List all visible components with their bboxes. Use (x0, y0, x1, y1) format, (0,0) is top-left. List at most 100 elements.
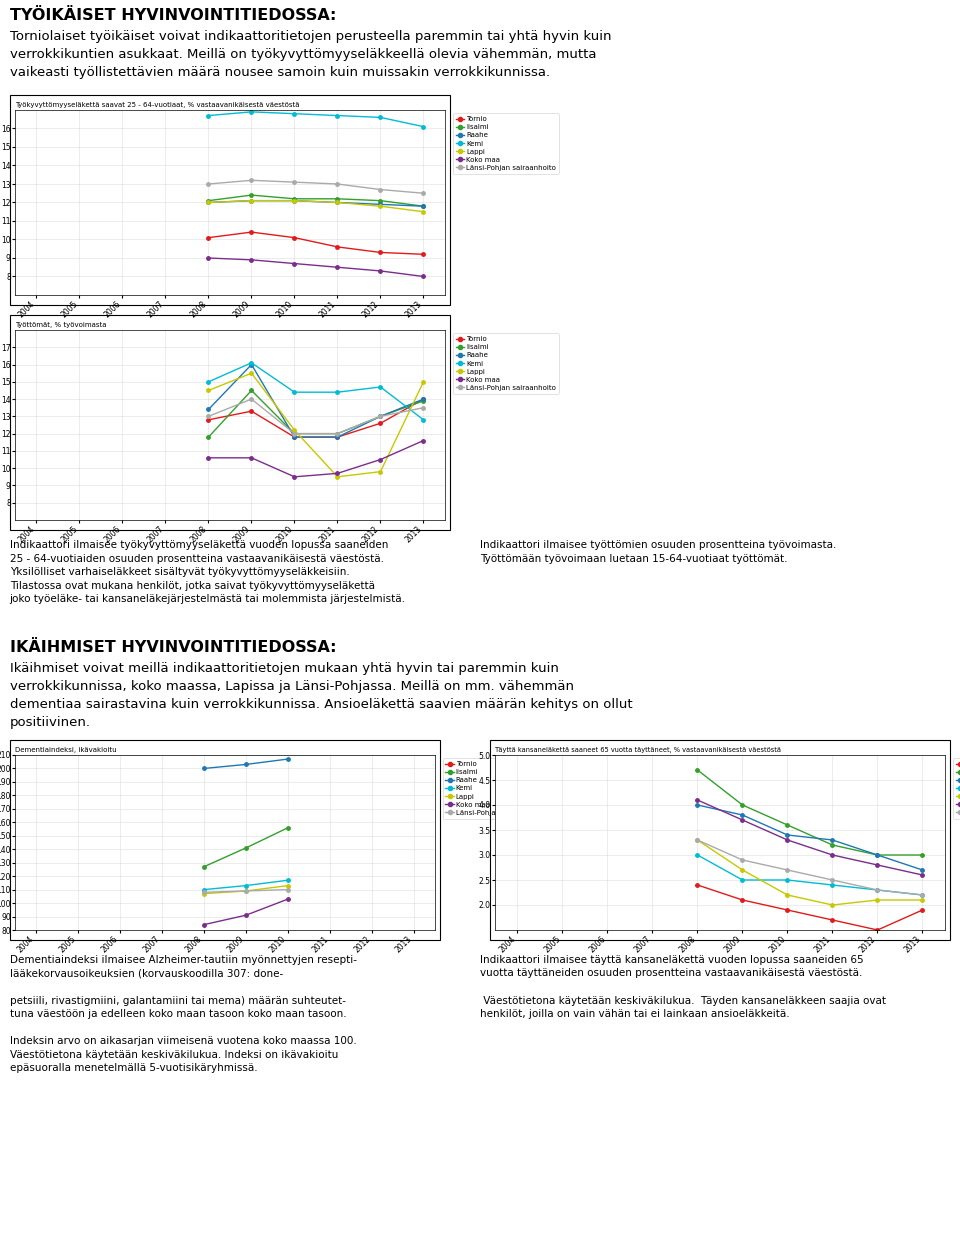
Tornio (203, 412, 214, 427)
Text: 25 - 64-vuotiaiden osuuden prosentteina vastaavanikäisestä väestöstä.: 25 - 64-vuotiaiden osuuden prosentteina … (10, 554, 384, 564)
Tornio (374, 245, 386, 260)
Koko maa (692, 792, 704, 807)
Line: Länsi-Pohjan sairaanhoito: Länsi-Pohjan sairaanhoito (206, 179, 425, 195)
Tornio (827, 913, 838, 928)
Koko maa (917, 868, 928, 883)
Iisalmi (917, 847, 928, 862)
Text: positiivinen.: positiivinen. (10, 715, 90, 729)
Tornio (289, 230, 300, 245)
Text: Indikaattori ilmaisee työkyvyttömyyseläkettä vuoden lopussa saaneiden: Indikaattori ilmaisee työkyvyttömyyseläk… (10, 540, 388, 550)
Koko maa (872, 857, 883, 872)
Iisalmi (246, 188, 257, 202)
Länsi-Pohjan sairaanhoito (289, 426, 300, 441)
Länsi-Pohjan sairaanhoito (374, 409, 386, 424)
Text: Torniolaiset työikäiset voivat indikaattoritietojen perusteella paremmin tai yht: Torniolaiset työikäiset voivat indikaatt… (10, 30, 612, 43)
Text: tuna väestöön ja edelleen koko maan tasoon koko maan tasoon.: tuna väestöön ja edelleen koko maan taso… (10, 1009, 347, 1018)
Lappi (374, 199, 386, 214)
Iisalmi (692, 763, 704, 777)
Kemi (827, 878, 838, 893)
Länsi-Pohjan sairaanhoito (203, 176, 214, 191)
Kemi (872, 883, 883, 898)
Länsi-Pohjan sairaanhoito (418, 400, 429, 415)
Lappi (692, 832, 704, 847)
Iisalmi (332, 426, 344, 441)
Koko maa (736, 812, 748, 827)
Text: Työkyvyttömyyseläkettä saavat 25 - 64-vuotiaat, % vastaavanikäisestä väestöstä: Työkyvyttömyyseläkettä saavat 25 - 64-vu… (15, 102, 300, 108)
Tornio (374, 416, 386, 431)
Text: Väestötietona käytetään keskiväkilukua.  Täyden kansaneläkkeen saajia ovat: Väestötietona käytetään keskiväkilukua. … (480, 996, 886, 1006)
Lappi (246, 194, 257, 209)
Koko maa (289, 256, 300, 271)
Line: Kemi: Kemi (203, 878, 290, 892)
Line: Tornio: Tornio (206, 230, 425, 256)
Koko maa (374, 263, 386, 278)
Text: joko työeläke- tai kansaneläkejärjestelmästä tai molemmista järjestelmistä.: joko työeläke- tai kansaneläkejärjestelm… (10, 594, 406, 604)
Länsi-Pohjan sairaanhoito (198, 884, 209, 899)
Koko maa (240, 908, 252, 923)
Text: epäsuoralla menetelmällä 5-vuotisikäryhmissä.: epäsuoralla menetelmällä 5-vuotisikäryhm… (10, 1063, 257, 1073)
Koko maa (246, 451, 257, 466)
Iisalmi (198, 859, 209, 874)
Line: Kemi: Kemi (696, 853, 924, 897)
Iisalmi (736, 797, 748, 812)
Raahe (827, 832, 838, 847)
Kemi (289, 107, 300, 122)
Raahe (418, 391, 429, 406)
Raahe (246, 194, 257, 209)
Länsi-Pohjan sairaanhoito (332, 426, 344, 441)
Tornio (917, 903, 928, 918)
Line: Raahe: Raahe (206, 363, 425, 438)
Länsi-Pohjan sairaanhoito (827, 873, 838, 888)
Länsi-Pohjan sairaanhoito (872, 883, 883, 898)
Tornio (736, 893, 748, 908)
Kemi (692, 847, 704, 862)
Kemi (374, 380, 386, 395)
Koko maa (418, 270, 429, 284)
Lappi (282, 878, 294, 893)
Text: henkilöt, joilla on vain vähän tai ei lainkaan ansioeläkkeitä.: henkilöt, joilla on vain vähän tai ei la… (480, 1009, 790, 1018)
Kemi (917, 888, 928, 903)
Kemi (332, 108, 344, 123)
Line: Tornio: Tornio (206, 397, 425, 438)
Iisalmi (282, 820, 294, 835)
Legend: Tornio, Iisalmi, Raahe, Kemi, Lappi, Koko maa, Länsi-Pohjan sairaanhoito: Tornio, Iisalmi, Raahe, Kemi, Lappi, Kok… (443, 759, 548, 818)
Lappi (289, 422, 300, 437)
Koko maa (781, 832, 793, 847)
Tornio (246, 225, 257, 240)
Lappi (198, 887, 209, 902)
Legend: Tornio, Iisalmi, Raahe, Kemi, Lappi, Koko maa, Länsi-Pohjan sairaanhoito: Tornio, Iisalmi, Raahe, Kemi, Lappi, Kok… (953, 759, 960, 818)
Text: dementiaa sairastavina kuin verrokkikunnissa. Ansioeläkettä saavien määrän kehit: dementiaa sairastavina kuin verrokkikunn… (10, 698, 633, 710)
Kemi (282, 873, 294, 888)
Tornio (418, 247, 429, 262)
Tornio (692, 878, 704, 893)
Text: Ikäihmiset voivat meillä indikaattoritietojen mukaan yhtä hyvin tai paremmin kui: Ikäihmiset voivat meillä indikaattoritie… (10, 662, 559, 674)
Iisalmi (203, 430, 214, 445)
Koko maa (203, 251, 214, 266)
Iisalmi (240, 841, 252, 856)
Raahe (203, 195, 214, 210)
Text: vaikeasti työllistettävien määrä nousee samoin kuin muissakin verrokkikunnissa.: vaikeasti työllistettävien määrä nousee … (10, 66, 550, 79)
Iisalmi (289, 191, 300, 206)
Line: Länsi-Pohjan sairaanhoito: Länsi-Pohjan sairaanhoito (206, 397, 425, 436)
Line: Kemi: Kemi (206, 361, 425, 421)
Raahe (289, 194, 300, 209)
Länsi-Pohjan sairaanhoito (781, 862, 793, 877)
Länsi-Pohjan sairaanhoito (246, 391, 257, 406)
Raahe (917, 862, 928, 877)
Iisalmi (374, 409, 386, 424)
Lappi (332, 469, 344, 484)
Text: Työttömään työvoimaan luetaan 15-64-vuotiaat työttömät.: Työttömään työvoimaan luetaan 15-64-vuot… (480, 554, 787, 564)
Text: Dementiaindeksi ilmaisee Alzheimer-tautiin myönnettyjen resepti-: Dementiaindeksi ilmaisee Alzheimer-tauti… (10, 955, 356, 965)
Text: Yksilölliset varhaiseläkkeet sisältyvät työkyvyttömyyseläkkeisiin.: Yksilölliset varhaiseläkkeet sisältyvät … (10, 568, 349, 578)
Text: Indeksin arvo on aikasarjan viimeisenä vuotena koko maassa 100.: Indeksin arvo on aikasarjan viimeisenä v… (10, 1036, 356, 1046)
Koko maa (827, 847, 838, 862)
Raahe (374, 409, 386, 424)
Iisalmi (781, 817, 793, 832)
Kemi (289, 385, 300, 400)
Raahe (282, 751, 294, 766)
Text: Työttömät, % työvoimasta: Työttömät, % työvoimasta (15, 322, 107, 328)
Lappi (203, 383, 214, 397)
Länsi-Pohjan sairaanhoito (203, 409, 214, 424)
Line: Raahe: Raahe (696, 804, 924, 872)
Raahe (692, 797, 704, 812)
